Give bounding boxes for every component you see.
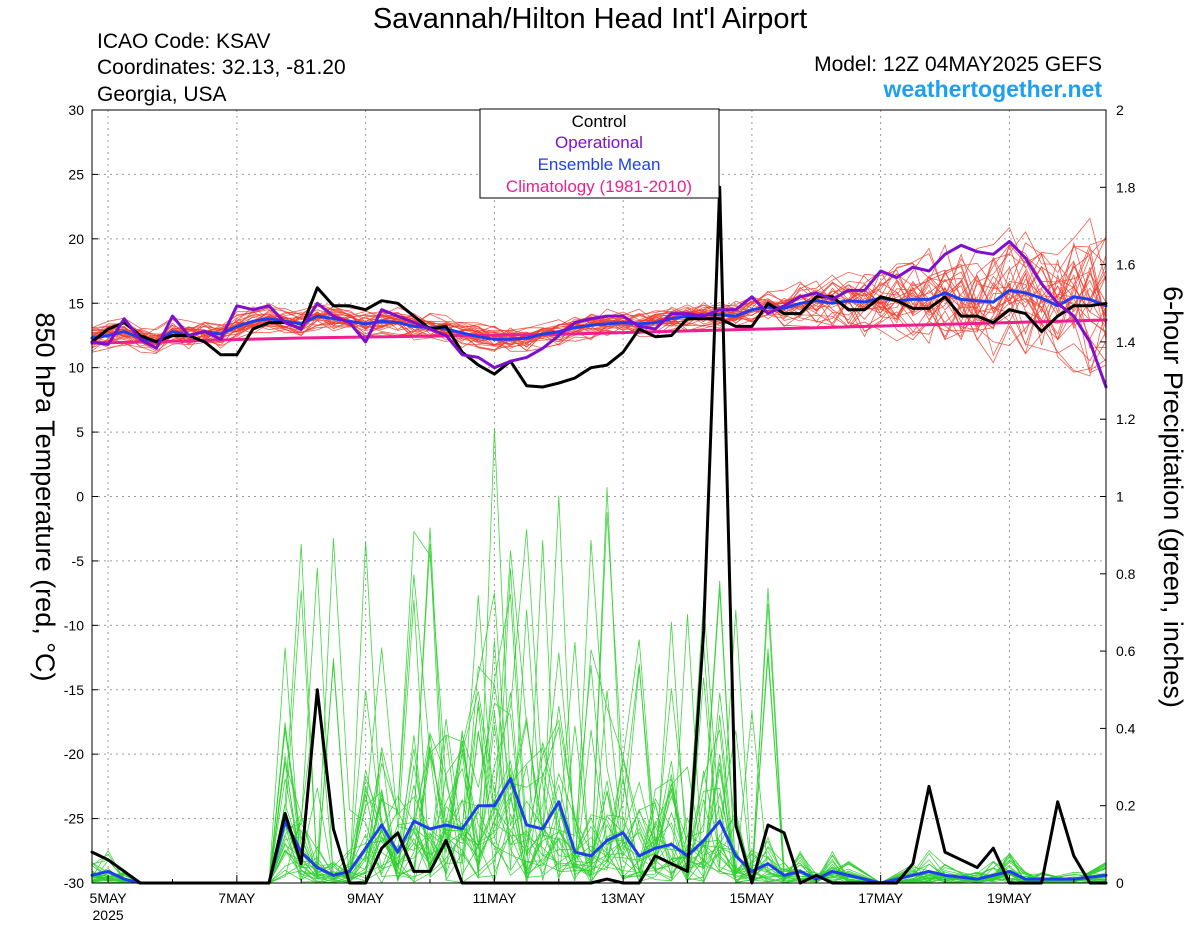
- y-tick-label: -5: [72, 553, 85, 569]
- operational-temp-line: [90, 239, 1108, 389]
- y2-tick-label: 1.6: [1116, 257, 1136, 273]
- y2-tick-label: 1.2: [1116, 411, 1136, 427]
- grid-layer: [92, 110, 1106, 883]
- y2-tick-label: 0.2: [1116, 798, 1136, 814]
- x-tick-label: 15MAY: [729, 890, 775, 906]
- x-tick-label: 5MAY: [90, 890, 128, 906]
- y-tick-label: 30: [68, 102, 84, 118]
- y2-tick-label: 0.8: [1116, 566, 1136, 582]
- chart-title: Savannah/Hilton Head Int'l Airport: [373, 3, 807, 35]
- legend-ensemble-mean: Ensemble Mean: [538, 155, 661, 174]
- y-axis-label: 850 hPa Temperature (red, °C): [30, 313, 60, 682]
- legend-operational: Operational: [555, 133, 643, 152]
- icao-code: ICAO Code: KSAV: [97, 30, 271, 53]
- y-tick-label: -30: [64, 875, 84, 891]
- y-tick-label: 0: [76, 489, 84, 505]
- y-tick-label: -20: [64, 746, 84, 762]
- temp-member-line: [91, 260, 1107, 344]
- legend: Control Operational Ensemble Mean Climat…: [479, 108, 720, 199]
- precip-member-line: [91, 580, 1107, 884]
- y-tick-label: -10: [64, 617, 84, 633]
- precip-member-line: [91, 543, 1107, 884]
- y2-tick-label: 1.8: [1116, 179, 1136, 195]
- x-tick-sublabel: 2025: [93, 907, 124, 923]
- y2-tick-label: 0: [1116, 875, 1124, 891]
- legend-climatology: Climatology (1981-2010): [506, 177, 692, 196]
- precip-member-line: [91, 540, 1107, 884]
- y-tick-label: 25: [68, 166, 84, 182]
- site-link[interactable]: weathertogether.net: [882, 76, 1102, 102]
- x-tick-label: 19MAY: [987, 890, 1033, 906]
- axis-layer: 302520151050-5-10-15-20-25-3021.81.61.41…: [64, 102, 1136, 923]
- y-tick-label: -15: [64, 682, 84, 698]
- region: Georgia, USA: [97, 83, 227, 106]
- precip-member-line: [91, 550, 1107, 884]
- temp-member-line: [91, 282, 1107, 362]
- precip-member-line: [91, 540, 1107, 884]
- x-tick-label: 17MAY: [858, 890, 904, 906]
- control-precip-line: [90, 185, 1108, 885]
- precip-member-line: [91, 665, 1107, 884]
- legend-control: Control: [572, 112, 627, 131]
- precip-member-line: [91, 734, 1107, 884]
- x-tick-label: 9MAY: [347, 890, 385, 906]
- x-tick-label: 7MAY: [218, 890, 256, 906]
- model-run: Model: 12Z 04MAY2025 GEFS: [814, 53, 1102, 76]
- legend-box: [479, 108, 720, 199]
- y-tick-label: 5: [76, 424, 84, 440]
- temp-member-line: [91, 237, 1107, 341]
- y-tick-label: 10: [68, 360, 84, 376]
- y2-tick-label: 0.6: [1116, 643, 1136, 659]
- precip-member-line: [91, 486, 1107, 884]
- precip-member-line: [91, 574, 1107, 884]
- coordinates: Coordinates: 32.13, -81.20: [97, 56, 346, 79]
- x-tick-label: 11MAY: [472, 890, 516, 906]
- y-tick-label: -25: [64, 811, 84, 827]
- y2-tick-label: 1.4: [1116, 334, 1136, 350]
- series-layer: [90, 185, 1108, 885]
- y2-axis-label: 6-hour Precipitation (green, inches): [1158, 286, 1188, 708]
- ensemble-mean-temp-line: [90, 288, 1108, 344]
- y-tick-label: 15: [68, 295, 84, 311]
- control-temp-line: [90, 286, 1108, 389]
- precip-member-line: [91, 538, 1107, 884]
- plot-frame: [91, 109, 1107, 884]
- y2-tick-label: 0.4: [1116, 720, 1136, 736]
- y2-tick-label: 2: [1116, 102, 1124, 118]
- y2-tick-label: 1: [1116, 489, 1124, 505]
- x-tick-label: 13MAY: [601, 890, 647, 906]
- precip-member-line: [91, 588, 1107, 884]
- y-tick-label: 20: [68, 231, 84, 247]
